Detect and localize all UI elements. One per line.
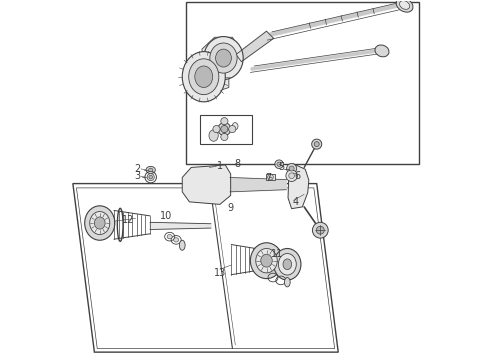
Polygon shape: [236, 31, 274, 62]
Ellipse shape: [195, 66, 213, 87]
Ellipse shape: [182, 51, 225, 102]
Ellipse shape: [317, 226, 324, 234]
Ellipse shape: [289, 166, 294, 171]
Ellipse shape: [250, 243, 283, 279]
Ellipse shape: [173, 238, 179, 242]
Text: 13: 13: [214, 267, 226, 278]
Bar: [186, 3, 419, 164]
Ellipse shape: [146, 166, 155, 174]
Ellipse shape: [312, 139, 322, 149]
Polygon shape: [288, 164, 309, 209]
Ellipse shape: [232, 123, 238, 130]
Ellipse shape: [148, 168, 153, 172]
Text: 9: 9: [227, 203, 234, 213]
Ellipse shape: [256, 248, 277, 273]
Ellipse shape: [167, 234, 172, 239]
Text: 2: 2: [134, 163, 141, 174]
Text: 4: 4: [292, 197, 298, 207]
Ellipse shape: [277, 162, 281, 166]
Ellipse shape: [221, 126, 228, 133]
Ellipse shape: [221, 118, 228, 125]
Text: 6: 6: [294, 171, 300, 181]
Text: 5: 5: [278, 162, 284, 172]
Ellipse shape: [289, 173, 294, 179]
Ellipse shape: [213, 126, 220, 133]
Polygon shape: [196, 37, 240, 98]
Ellipse shape: [314, 141, 319, 147]
Ellipse shape: [210, 43, 237, 73]
Ellipse shape: [221, 134, 228, 140]
Ellipse shape: [95, 217, 105, 229]
Ellipse shape: [261, 254, 272, 267]
Text: 12: 12: [122, 215, 135, 225]
Ellipse shape: [313, 222, 328, 238]
Bar: [200, 116, 252, 144]
Text: 1: 1: [217, 161, 223, 171]
Ellipse shape: [375, 45, 389, 57]
Ellipse shape: [147, 174, 154, 181]
Text: 3: 3: [134, 171, 141, 181]
Ellipse shape: [268, 174, 273, 180]
Ellipse shape: [396, 0, 413, 12]
Ellipse shape: [216, 49, 231, 67]
Polygon shape: [182, 165, 231, 204]
Ellipse shape: [274, 248, 301, 280]
Ellipse shape: [285, 278, 290, 287]
Ellipse shape: [278, 253, 296, 275]
Ellipse shape: [283, 259, 292, 270]
Ellipse shape: [90, 212, 110, 234]
Ellipse shape: [275, 160, 283, 168]
Text: 10: 10: [160, 211, 172, 221]
Ellipse shape: [287, 163, 296, 174]
Text: 7: 7: [265, 173, 271, 183]
Ellipse shape: [218, 123, 231, 135]
Text: 11: 11: [271, 248, 283, 258]
Ellipse shape: [85, 206, 115, 240]
Text: 8: 8: [235, 159, 241, 169]
Ellipse shape: [204, 37, 243, 80]
Ellipse shape: [149, 175, 152, 179]
Polygon shape: [150, 222, 211, 229]
Ellipse shape: [189, 59, 219, 95]
Ellipse shape: [179, 240, 185, 250]
Ellipse shape: [399, 1, 410, 9]
Polygon shape: [230, 177, 286, 192]
Bar: [266, 174, 275, 180]
Ellipse shape: [286, 170, 297, 181]
Ellipse shape: [209, 130, 218, 141]
Ellipse shape: [229, 126, 236, 133]
